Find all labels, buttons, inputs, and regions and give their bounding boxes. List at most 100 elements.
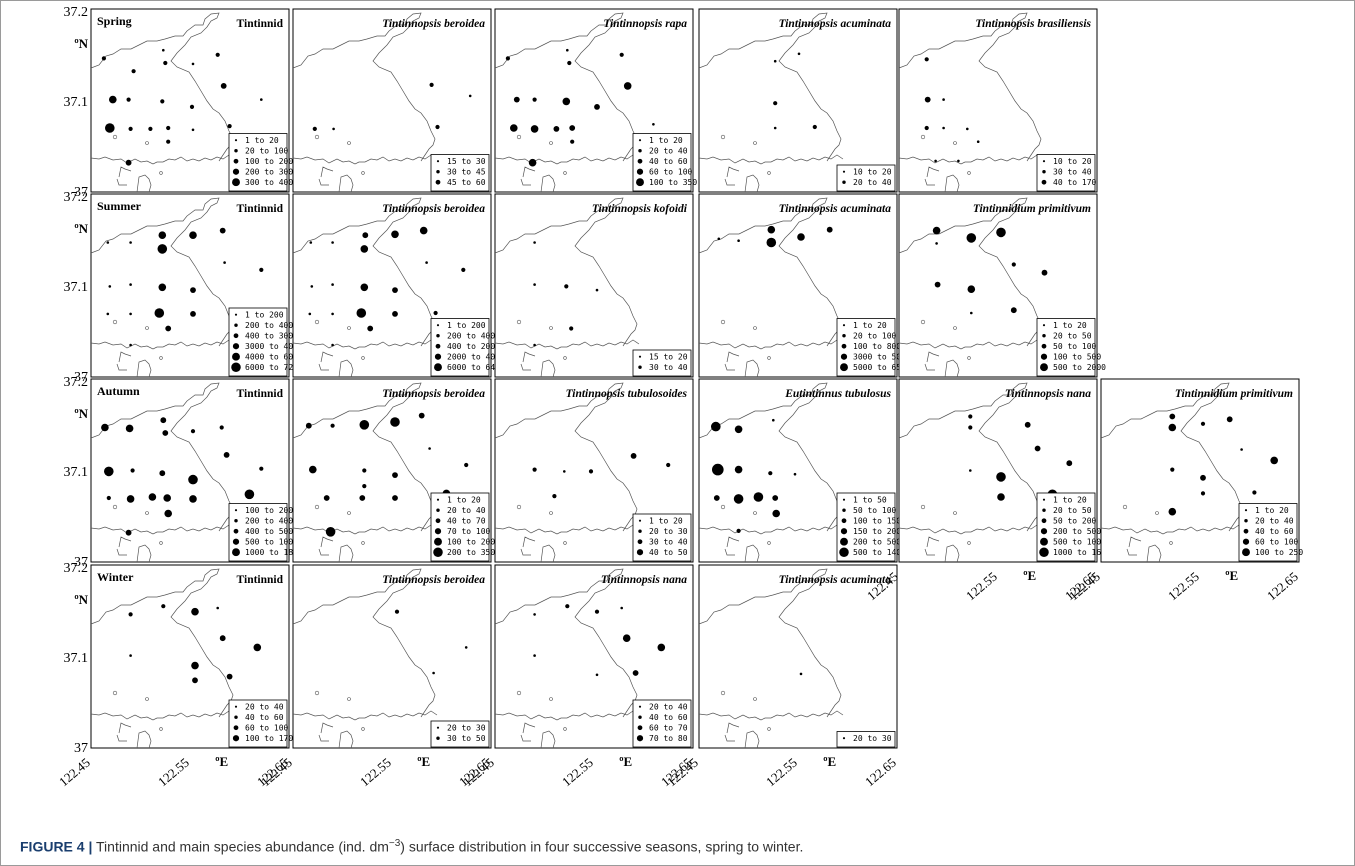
panel-title: Tintinnopsis brasiliensis — [975, 18, 1091, 30]
station-point — [772, 495, 779, 501]
legend-label: 1 to 20 — [245, 136, 279, 145]
island-outline — [145, 141, 149, 145]
station-point — [464, 462, 469, 468]
station-point — [711, 421, 721, 432]
panel-title: Tintinnid — [237, 18, 284, 30]
station-point — [125, 529, 132, 536]
station-point — [391, 230, 399, 239]
legend-label: 70 to 80 — [649, 734, 688, 743]
station-point — [630, 453, 637, 459]
island-outline — [563, 171, 567, 175]
legend-box — [430, 720, 490, 748]
legend-label: 60 to 70 — [649, 724, 688, 733]
station-point — [429, 82, 434, 87]
station-point — [109, 95, 117, 104]
station-point — [154, 308, 165, 318]
coastline — [494, 12, 640, 193]
legend-marker — [436, 736, 440, 740]
station-point — [362, 232, 369, 239]
legend-marker — [1042, 324, 1046, 327]
legend-label: 200 to 500 — [1053, 527, 1101, 536]
legend-label: 20 to 30 — [447, 724, 486, 733]
station-point — [967, 285, 976, 293]
station-point — [737, 239, 740, 242]
island-outline — [967, 356, 971, 360]
island-outline — [967, 171, 971, 175]
station-point — [359, 495, 366, 501]
station-point — [968, 414, 973, 419]
legend-marker — [436, 333, 440, 338]
legend-marker — [1041, 179, 1047, 185]
legend-marker — [636, 735, 644, 742]
station-point — [736, 528, 741, 533]
legend-label: 200 to 500 — [853, 538, 901, 547]
legend-label: 1 to 20 — [447, 496, 481, 505]
station-point — [1200, 474, 1206, 481]
coastline — [898, 197, 1044, 378]
panel-title: Tintinnopsis acuminata — [779, 203, 892, 215]
station-point — [1034, 445, 1041, 452]
island-outline — [753, 326, 757, 330]
legend-marker — [234, 715, 238, 719]
station-point — [360, 245, 369, 253]
legend-label: 100 to 200 — [245, 157, 293, 166]
station-point — [367, 325, 374, 332]
station-point — [189, 231, 197, 239]
legend-label: 3000 to 4000 — [245, 342, 303, 351]
legend-label: 50 to 100 — [1053, 342, 1097, 351]
panel-frame — [698, 564, 898, 749]
station-point — [468, 94, 472, 98]
x-tick-label: 122.65 — [1264, 569, 1301, 603]
station-point — [564, 284, 569, 289]
panel-title: Tintinnopsis nana — [1005, 388, 1091, 400]
station-point — [392, 472, 398, 478]
x-axis-unit: ºE — [1023, 568, 1036, 583]
legend-marker — [232, 352, 240, 361]
island-outline — [347, 511, 351, 515]
coastline — [698, 197, 844, 378]
station-point — [331, 283, 334, 286]
station-point — [189, 104, 195, 109]
legend-label: 500 to 1400 — [853, 548, 906, 557]
legend-marker — [842, 508, 846, 512]
station-point — [513, 96, 520, 103]
legend-marker — [842, 737, 846, 740]
legend-marker — [231, 362, 241, 372]
legend-label: 200 to 350 — [447, 548, 495, 557]
island-outline — [920, 504, 926, 510]
legend-label: 20 to 40 — [853, 178, 892, 187]
station-point — [924, 125, 929, 131]
island-outline — [361, 541, 365, 545]
station-point — [106, 495, 111, 501]
island-outline — [112, 690, 118, 696]
station-point — [733, 494, 744, 504]
station-point — [432, 671, 435, 675]
station-point — [223, 452, 230, 458]
station-point — [428, 447, 431, 450]
legend-label: 20 to 50 — [1053, 332, 1092, 341]
caption-text-pre: Tintinnid and main species abundance (in… — [92, 838, 389, 855]
legend-box — [1036, 318, 1096, 377]
legend-label: 100 to 250 — [1255, 548, 1303, 557]
coastline — [90, 197, 236, 378]
x-tick-label: 122.55 — [1165, 569, 1202, 603]
legend-label: 1 to 50 — [853, 496, 887, 505]
station-point — [331, 343, 334, 347]
station-point — [360, 283, 369, 292]
y-axis-unit: ºN — [74, 592, 88, 607]
panel-title: Tintinnopsis beroidea — [382, 203, 485, 215]
station-point — [394, 609, 400, 614]
station-point — [392, 495, 398, 501]
coastline — [90, 568, 236, 749]
legend-label: 100 to 200 — [245, 506, 293, 515]
y-tick-label: 37.2 — [64, 5, 89, 20]
panel-title: Eutintinnus tubulosus — [784, 388, 891, 400]
station-point — [976, 140, 980, 143]
panel-title: Tintinnidium primitivum — [1175, 388, 1293, 400]
